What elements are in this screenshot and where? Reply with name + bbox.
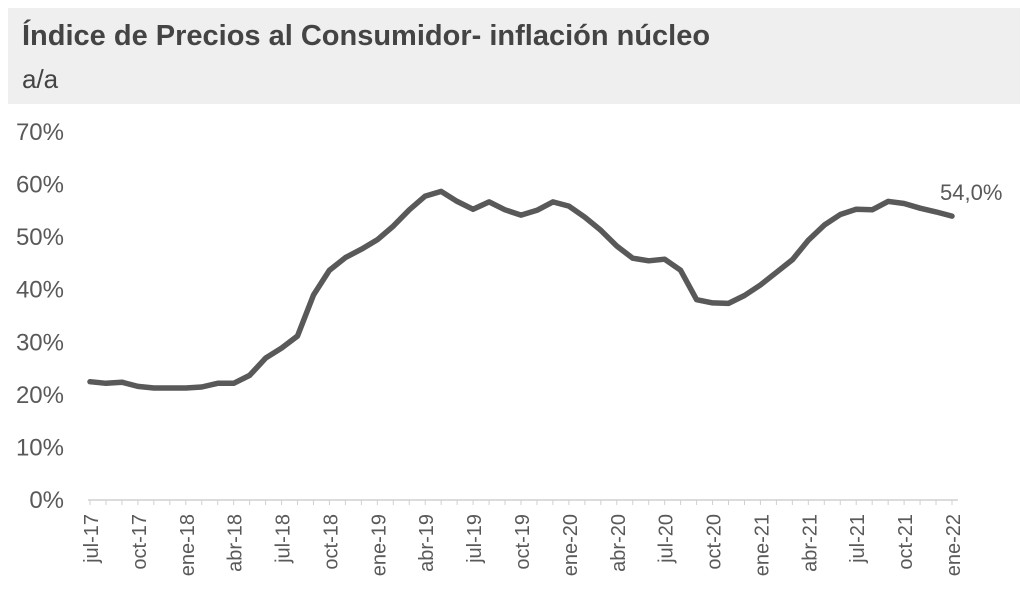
x-tick-label: oct-18 — [320, 514, 342, 570]
x-tick-label: ene-18 — [177, 514, 199, 576]
x-tick-label: oct-17 — [129, 514, 151, 570]
x-tick-label: jul-17 — [81, 514, 103, 564]
x-tick-label: ene-19 — [368, 514, 390, 576]
x-tick-label: ene-20 — [560, 514, 582, 576]
y-axis: 0% 10% 20% 30% 40% 50% 60% 70% — [16, 119, 958, 514]
y-tick-label: 10% — [16, 434, 64, 461]
y-tick-label: 20% — [16, 382, 64, 409]
series-line — [87, 188, 955, 391]
x-tick-label: abr-18 — [225, 514, 247, 572]
chart-subtitle: a/a — [22, 64, 59, 94]
y-tick-label: 0% — [29, 487, 64, 514]
x-axis: jul-17 oct-17 ene-18 abr-18 jul-18 oct-18 ene-… — [81, 500, 965, 576]
x-tick-label: abr-20 — [608, 514, 630, 572]
x-tick-label: jul-19 — [464, 514, 486, 564]
x-tick-label: abr-19 — [416, 514, 438, 572]
y-tick-label: 70% — [16, 119, 64, 146]
x-tick-label: jul-20 — [656, 514, 678, 564]
y-tick-label: 40% — [16, 277, 64, 304]
x-tick-label: ene-21 — [751, 514, 773, 576]
data-label: 54,0% — [940, 180, 1002, 205]
x-tick-label: jul-21 — [847, 514, 869, 564]
chart-title: Índice de Precios al Consumidor- inflaci… — [22, 20, 711, 52]
y-tick-label: 50% — [16, 224, 64, 251]
y-tick-label: 60% — [16, 172, 64, 199]
x-tick-label: ene-22 — [943, 514, 965, 576]
x-tick-label: abr-21 — [799, 514, 821, 572]
x-tick-label: jul-18 — [273, 514, 295, 564]
plot-area: 54,0% — [87, 180, 1002, 391]
x-tick-label: oct-19 — [512, 514, 534, 570]
x-tick-label: oct-20 — [704, 514, 726, 570]
y-tick-label: 30% — [16, 329, 64, 356]
x-tick-label: oct-21 — [895, 514, 917, 570]
chart-header — [8, 8, 1020, 104]
